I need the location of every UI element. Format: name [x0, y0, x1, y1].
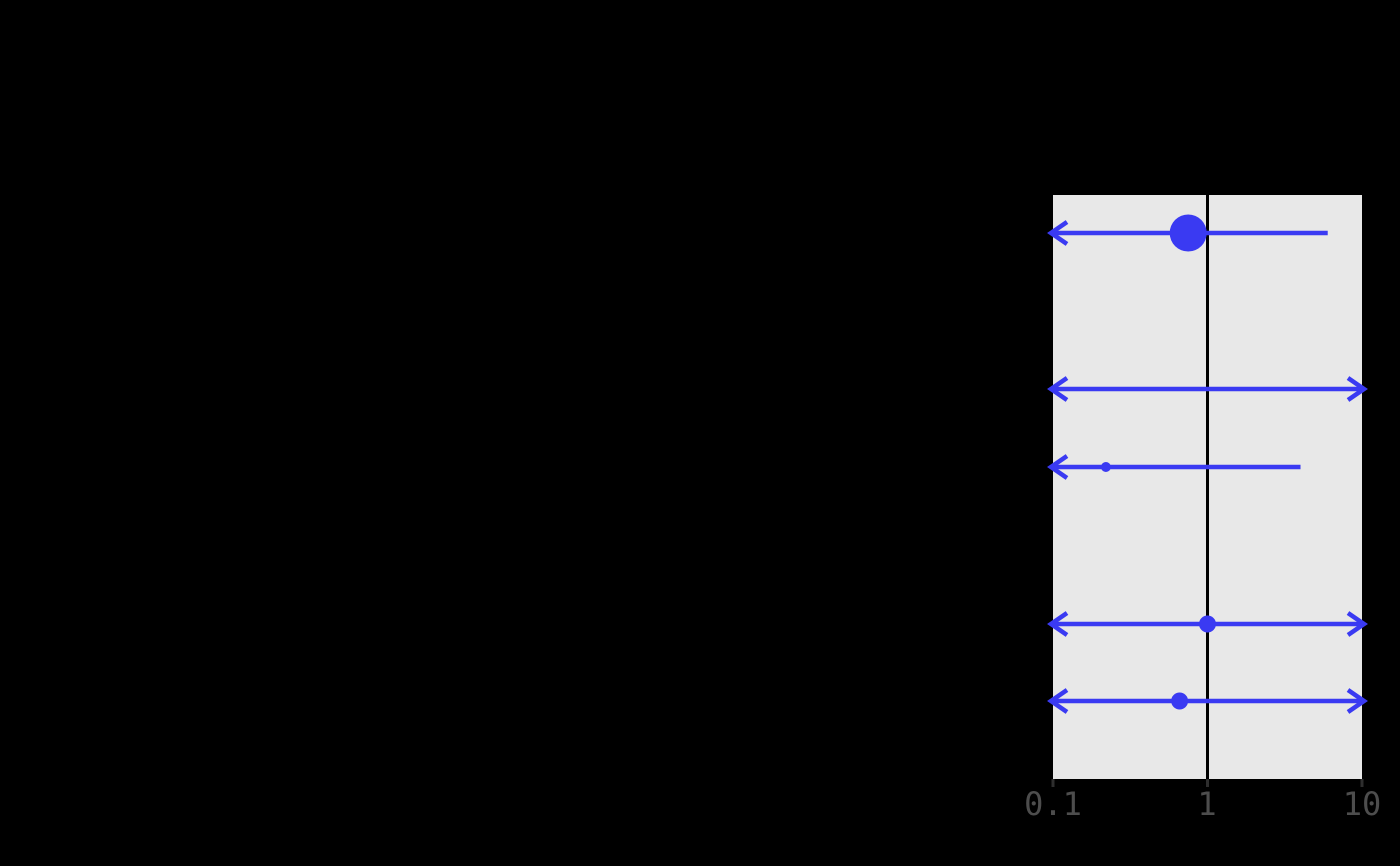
ci-clip-arrow-left — [1047, 688, 1069, 714]
estimate-dot — [1199, 615, 1216, 633]
ci-clip-arrow-left — [1047, 376, 1069, 402]
ci-clip-arrow-right — [1346, 376, 1368, 402]
x-tick-label-0-1: 0.1 — [1024, 785, 1082, 823]
ci-clip-arrow-left — [1047, 454, 1069, 480]
x-tick-label-10: 10 — [1342, 785, 1382, 823]
estimate-dot — [1100, 462, 1111, 472]
estimate-dot — [1171, 692, 1189, 710]
ci-clip-arrow-left — [1047, 220, 1069, 246]
ci-clip-arrow-right — [1346, 688, 1368, 714]
ci-clip-arrow-left — [1047, 611, 1069, 637]
ci-clip-arrow-right — [1346, 611, 1368, 637]
estimate-dot — [1169, 214, 1207, 252]
x-tick-label-1: 1 — [1197, 785, 1217, 823]
